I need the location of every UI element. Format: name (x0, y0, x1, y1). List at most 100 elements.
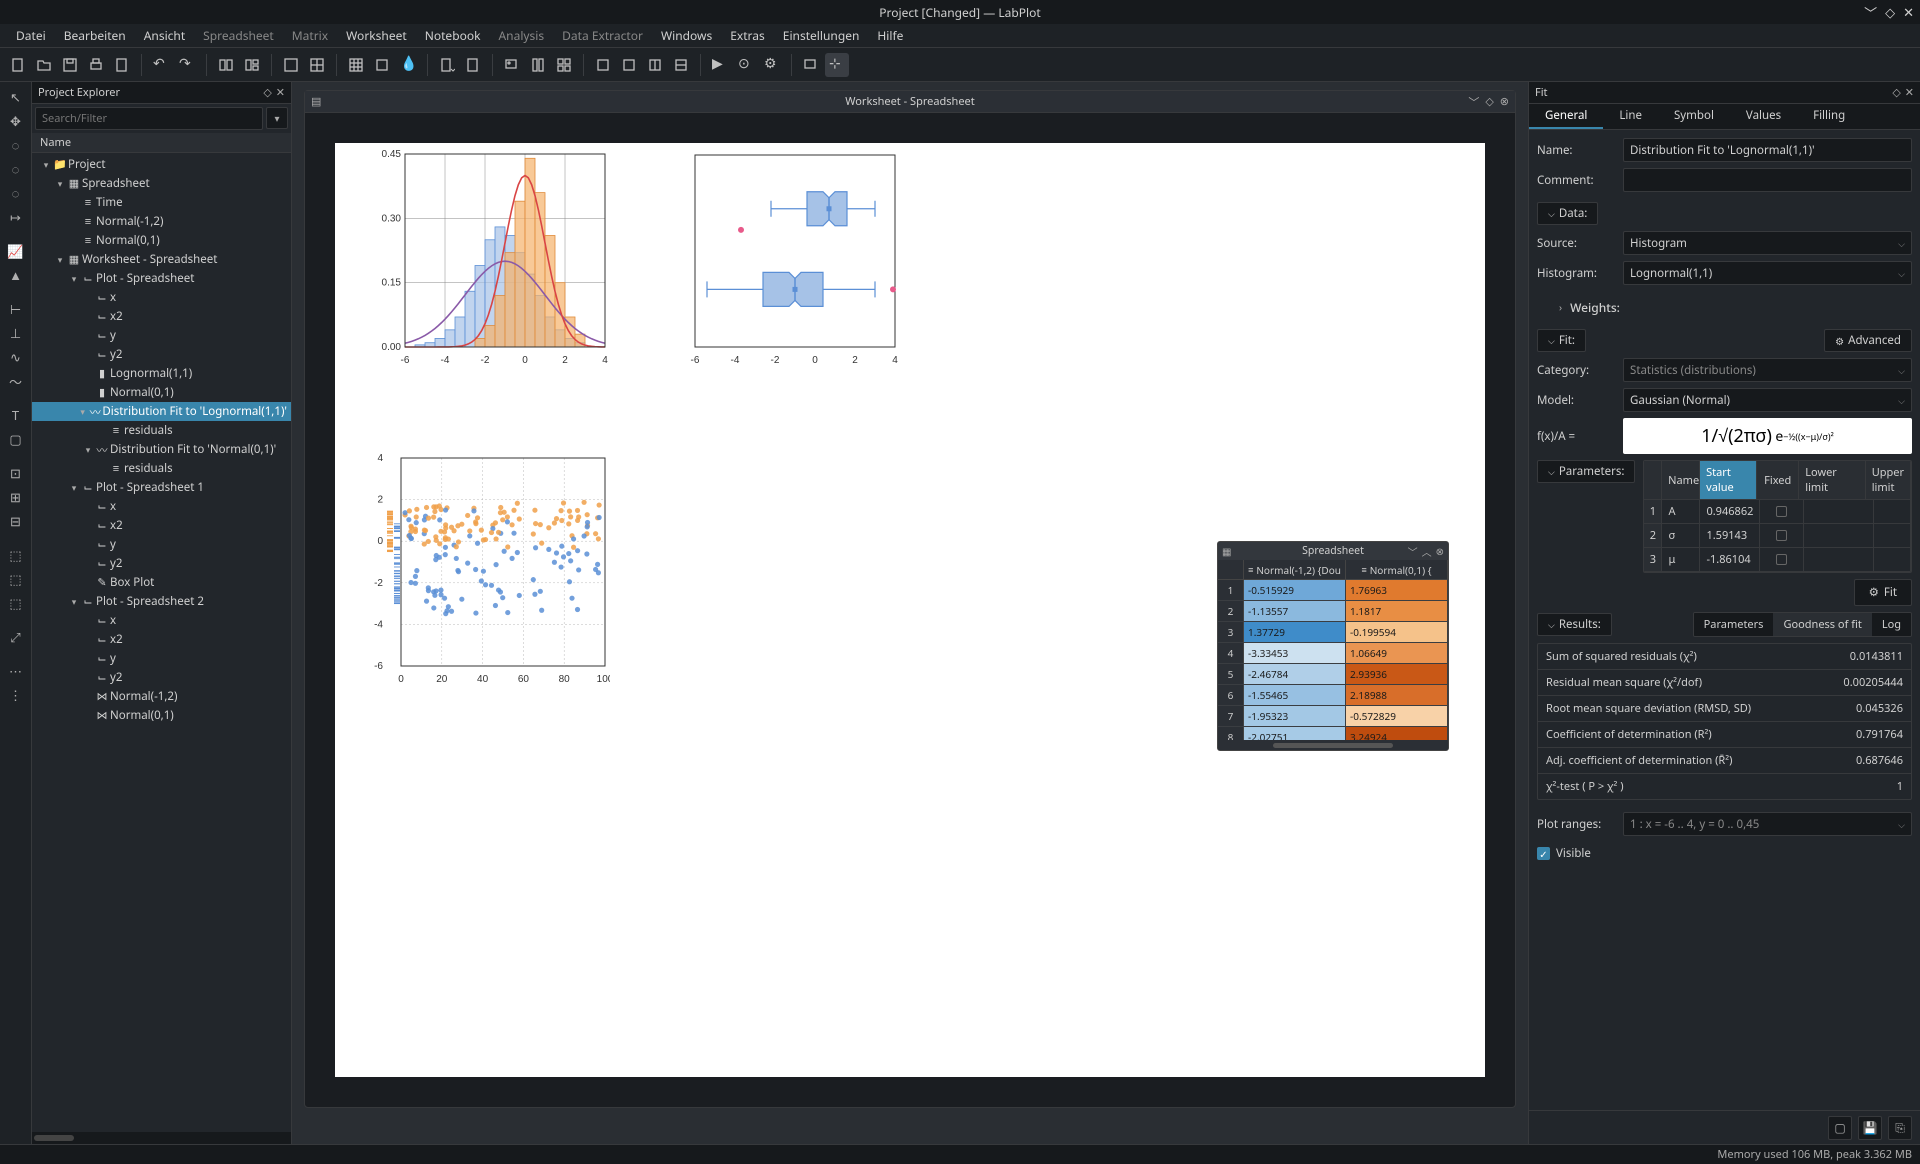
tree-item[interactable]: ≡Normal(-1,2) (32, 212, 291, 231)
sq1-icon[interactable] (591, 53, 615, 77)
curve-icon[interactable]: ∿ (4, 346, 28, 368)
dots2-icon[interactable]: ⋮ (4, 684, 28, 706)
search-options-icon[interactable]: ▾ (266, 107, 288, 129)
menu-matrix[interactable]: Matrix (284, 24, 336, 47)
sheet-close-icon[interactable]: ⊗ (1436, 544, 1444, 559)
results-section-toggle[interactable]: ⌵Results: (1537, 613, 1612, 636)
menu-spreadsheet[interactable]: Spreadsheet (195, 24, 282, 47)
tree-item[interactable]: ⌙x (32, 611, 291, 630)
select-dashed-icon[interactable]: ◌ (4, 134, 28, 156)
tree-item[interactable]: ⌙y (32, 649, 291, 668)
axis-v-icon[interactable]: ⊥ (4, 322, 28, 344)
new-icon[interactable] (6, 53, 30, 77)
sheet-max-icon[interactable]: ︿ (1422, 544, 1432, 559)
sq4-icon[interactable] (669, 53, 693, 77)
img-dd-icon[interactable] (500, 53, 524, 77)
model-select[interactable]: Gaussian (Normal)⌵ (1623, 388, 1912, 412)
menu-einstellungen[interactable]: Einstellungen (775, 24, 868, 47)
axis-h-icon[interactable]: ⊢ (4, 298, 28, 320)
ws1-icon[interactable] (279, 53, 303, 77)
chart-area-icon[interactable]: ▲ (4, 264, 28, 286)
menu-bearbeiten[interactable]: Bearbeiten (56, 24, 134, 47)
tree-item[interactable]: ⌙x2 (32, 630, 291, 649)
panel1-icon[interactable] (214, 53, 238, 77)
view-dd-icon[interactable] (799, 53, 823, 77)
search-input[interactable] (35, 107, 263, 130)
ws-close-icon[interactable]: ⊗ (1500, 94, 1509, 110)
fit-tab-filling[interactable]: Filling (1797, 104, 1861, 129)
minimize-icon[interactable]: ﹀ (1864, 3, 1877, 22)
category-select[interactable]: Statistics (distributions)⌵ (1623, 358, 1912, 382)
open-icon[interactable] (32, 53, 56, 77)
bottom-btn-2[interactable]: 💾 (1858, 1116, 1882, 1140)
target-icon[interactable]: ⊙ (734, 53, 758, 77)
select-dashed3-icon[interactable]: ◌ (4, 182, 28, 204)
tree-item[interactable]: ≡residuals (32, 421, 291, 440)
preview-icon[interactable] (110, 53, 134, 77)
text-icon[interactable]: T (4, 404, 28, 426)
sq2-icon[interactable] (617, 53, 641, 77)
sq3-icon[interactable] (643, 53, 667, 77)
fit-icon[interactable]: ⤢ (4, 626, 28, 648)
boxplot-chart[interactable]: -6-4-2024 (685, 149, 900, 369)
results-tab-0[interactable]: Parameters (1694, 613, 1774, 636)
fit-float-icon[interactable]: ◇ (1892, 85, 1900, 100)
panel2-icon[interactable] (240, 53, 264, 77)
gear-icon[interactable]: ⚙ (760, 53, 784, 77)
undo-icon[interactable]: ↶ (149, 53, 173, 77)
tree-item[interactable]: ⌙y2 (32, 668, 291, 687)
fit-button[interactable]: ⚙Fit (1854, 579, 1912, 606)
tree-item[interactable]: ▾〰Distribution Fit to 'Lognormal(1,1)' (32, 402, 291, 421)
maximize-icon[interactable]: ◇ (1885, 3, 1895, 22)
redo-icon[interactable]: ↷ (175, 53, 199, 77)
sheet-row[interactable]: 5-2.467842.93936 (1218, 664, 1448, 685)
tree-item[interactable]: ⌙y2 (32, 345, 291, 364)
tree-item[interactable]: ▾▦Spreadsheet (32, 174, 291, 193)
col-icon[interactable] (526, 53, 550, 77)
image-icon[interactable]: ▢ (4, 428, 28, 450)
drop-icon[interactable]: 💧 (396, 53, 420, 77)
tree-item[interactable]: ⌙x2 (32, 516, 291, 535)
save-icon[interactable] (58, 53, 82, 77)
sheet-row[interactable]: 31.37729-0.199594 (1218, 622, 1448, 643)
ws-menu-icon[interactable]: ▤ (311, 94, 321, 109)
pointer-mode-icon[interactable]: ⊹ (825, 53, 849, 77)
fit-tab-line[interactable]: Line (1603, 104, 1658, 129)
data-section-toggle[interactable]: ⌵Data: (1537, 202, 1598, 225)
menu-analysis[interactable]: Analysis (491, 24, 553, 47)
worksheet-canvas[interactable]: -6-4-20240.000.150.300.45 -6-4-2024 0204… (335, 143, 1485, 1077)
weights-label[interactable]: Weights: (1570, 299, 1620, 316)
menu-ansicht[interactable]: Ansicht (136, 24, 193, 47)
marker2-icon[interactable]: ⊞ (4, 486, 28, 508)
col-header-1[interactable]: ≡Normal(-1,2) {Dou (1244, 560, 1346, 579)
sel2-icon[interactable]: ⬚ (4, 568, 28, 590)
ws2-icon[interactable] (305, 53, 329, 77)
chart-line-icon[interactable]: 📈 (4, 240, 28, 262)
explorer-close-icon[interactable]: ✕ (276, 85, 285, 100)
tree-item[interactable]: ≡Normal(0,1) (32, 231, 291, 250)
col-header-2[interactable]: ≡Normal(0,1) { (1346, 560, 1448, 579)
sheet-hscroll[interactable] (1218, 740, 1448, 750)
menu-windows[interactable]: Windows (653, 24, 720, 47)
plot-ranges-select[interactable]: 1 : x = -6 .. 4, y = 0 .. 0,45⌵ (1623, 812, 1912, 836)
grid-icon[interactable] (552, 53, 576, 77)
explorer-scrollbar[interactable] (32, 1132, 291, 1144)
tree-item[interactable]: ▾⌙Plot - Spreadsheet 2 (32, 592, 291, 611)
tree-item[interactable]: ⌙y2 (32, 554, 291, 573)
tree-item[interactable]: ▾⌙Plot - Spreadsheet (32, 269, 291, 288)
sheet-row[interactable]: 8-2.027513.24924 (1218, 727, 1448, 740)
dots1-icon[interactable]: ⋯ (4, 660, 28, 682)
embedded-spreadsheet[interactable]: ▦ Spreadsheet ﹀ ︿ ⊗ ≡Normal(-1,2) (1217, 541, 1449, 751)
fit-tab-symbol[interactable]: Symbol (1658, 104, 1730, 129)
bottom-btn-1[interactable]: ▢ (1828, 1116, 1852, 1140)
parameters-table[interactable]: NameStart valueFixedLower limitUpper lim… (1643, 460, 1912, 573)
tree-item[interactable]: ▾▦Worksheet - Spreadsheet (32, 250, 291, 269)
curve2-icon[interactable]: 〜 (4, 370, 28, 392)
comment-input[interactable] (1623, 168, 1912, 192)
marker3-icon[interactable]: ⊟ (4, 510, 28, 532)
tree-item[interactable]: ⋈Normal(-1,2) (32, 687, 291, 706)
select-dashed2-icon[interactable]: ◌ (4, 158, 28, 180)
sel3-icon[interactable]: ⬚ (4, 592, 28, 614)
page-dd-icon[interactable] (435, 53, 459, 77)
scatter-chart[interactable]: 020406080100-6-4-2024 (365, 453, 610, 688)
